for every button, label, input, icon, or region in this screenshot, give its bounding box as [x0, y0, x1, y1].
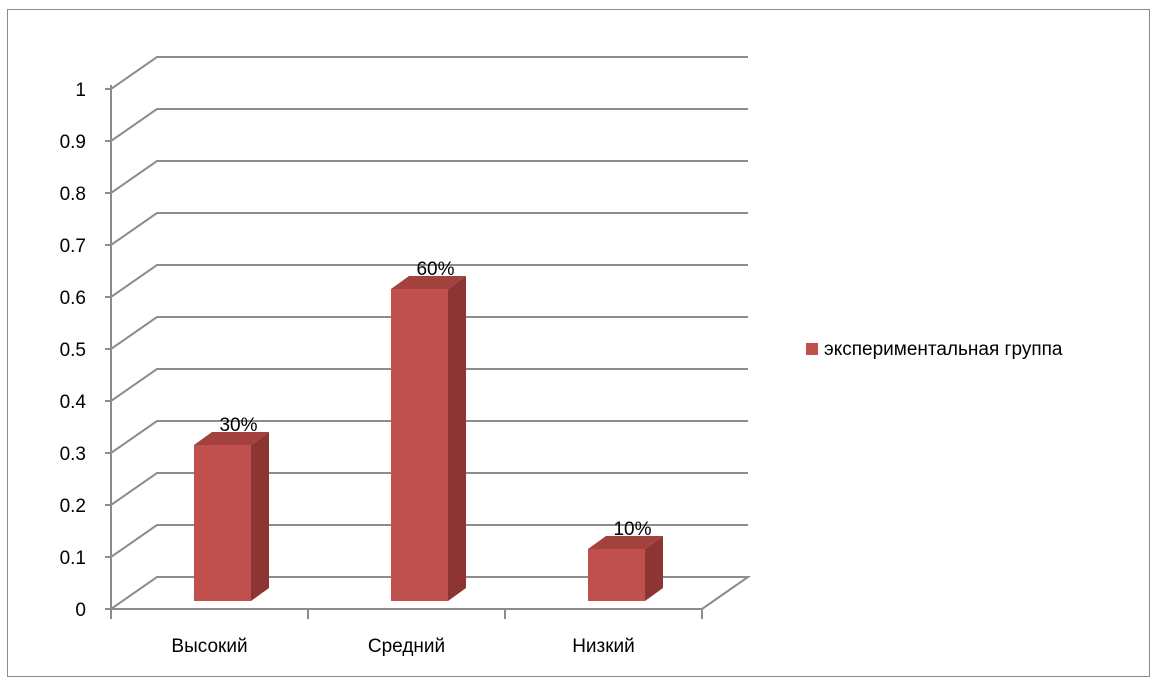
data-label: 60% [416, 259, 454, 280]
legend: экспериментальная группа [806, 339, 1063, 360]
bar-front [588, 549, 645, 601]
gridline [111, 109, 748, 141]
x-tick-label: Низкий [572, 636, 635, 657]
y-tick-label: 0.4 [60, 392, 87, 413]
gridline [111, 213, 748, 245]
gridline [111, 57, 748, 89]
bar [588, 536, 663, 601]
legend-swatch [806, 343, 818, 355]
y-tick-label: 0.2 [60, 496, 86, 517]
bar-side [251, 432, 269, 601]
y-tick-label: 0.6 [60, 288, 86, 309]
y-tick-label: 0.9 [60, 132, 86, 153]
bars-layer [194, 276, 663, 601]
bar-front [391, 289, 448, 601]
y-tick-label: 0.7 [60, 236, 86, 257]
y-tick-label: 0 [75, 600, 86, 621]
bar [194, 432, 269, 601]
y-tick-label: 0.1 [60, 548, 86, 569]
y-tick-label: 0.3 [60, 444, 86, 465]
x-tick-label: Высокий [171, 636, 247, 657]
x-tick-label: Средний [368, 636, 445, 657]
y-tick-label: 0.8 [60, 184, 86, 205]
data-label: 10% [613, 519, 651, 540]
y-tick-label: 0.5 [60, 340, 86, 361]
data-label: 30% [219, 415, 257, 436]
legend-label: экспериментальная группа [824, 339, 1063, 360]
bar-side [448, 276, 466, 601]
bar [391, 276, 466, 601]
gridline [111, 161, 748, 193]
y-tick-label: 1 [75, 80, 86, 101]
bar-front [194, 445, 251, 601]
